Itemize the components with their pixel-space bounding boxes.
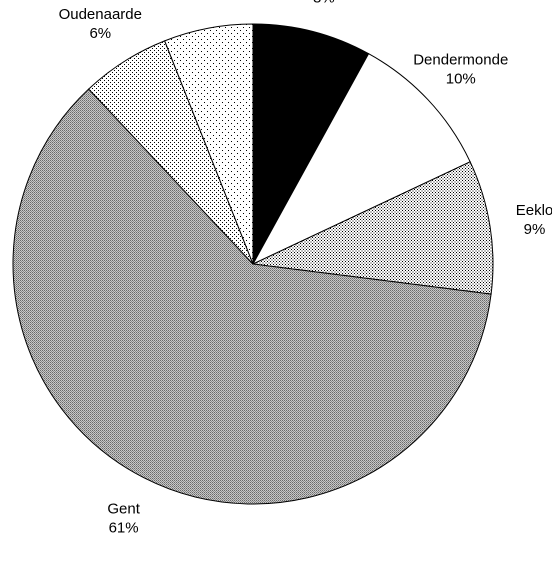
pie-label-eeklo: Eeklo (516, 202, 552, 219)
pie-label-gent: Gent (107, 500, 140, 517)
pie-value-label-dendermonde: 10% (446, 70, 476, 87)
pie-value-label-sint-niklaas: 6% (189, 0, 211, 3)
pie-slice-gent (12, 88, 492, 505)
pie-slice-sint-niklaas (164, 23, 254, 265)
pie-value-label-gent: 61% (109, 519, 139, 536)
pie-value-label-aalst: 8% (313, 0, 335, 6)
pie-slice-dendermonde (251, 53, 471, 266)
pie-label-oudenaarde: Oudenaarde (59, 6, 142, 23)
pie-value-label-oudenaarde: 6% (89, 25, 111, 42)
pie-value-label-eeklo: 9% (524, 221, 546, 238)
pie-slice-eeklo (251, 161, 494, 295)
pie-slice-aalst (252, 23, 370, 265)
pie-labels: Aalst8%Dendermonde10%Eeklo9%Gent61%Ouden… (59, 0, 552, 536)
pie-slices (12, 23, 494, 505)
pie-label-dendermonde: Dendermonde (413, 51, 508, 68)
